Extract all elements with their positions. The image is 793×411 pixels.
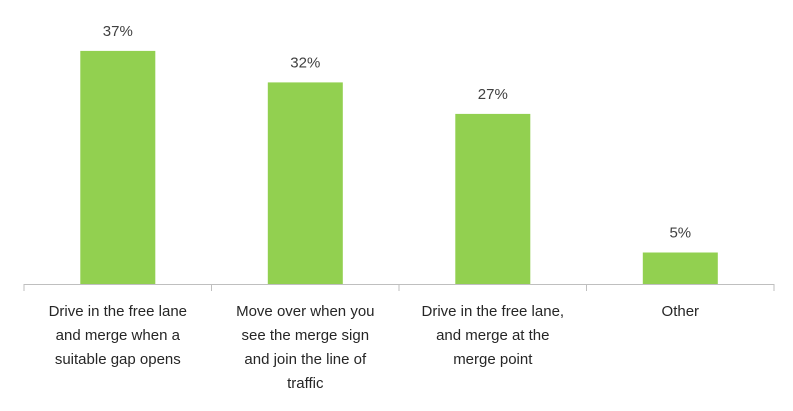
category-label-1: Drive in the free lane and merge when a su… — [49, 303, 187, 368]
category-label-line: and merge when a — [56, 327, 181, 344]
bar-2 — [267, 82, 343, 285]
category-label-line: traffic — [287, 375, 324, 392]
category-label-2: Move over when you see the merge sign and … — [236, 303, 374, 392]
category-label-line: Drive in the free lane, — [422, 303, 565, 320]
category-label-line: merge point — [453, 351, 533, 368]
data-label-3: 27% — [478, 86, 508, 103]
bar-4 — [642, 252, 718, 284]
category-label-line: Drive in the free lane — [49, 303, 187, 320]
bar-3 — [455, 113, 531, 285]
category-label-line: Other — [662, 303, 700, 320]
bar-1 — [80, 50, 156, 285]
category-label-3: Drive in the free lane, and merge at the m… — [422, 303, 565, 368]
category-label-line: suitable gap opens — [55, 351, 181, 368]
data-label-1: 37% — [103, 23, 133, 40]
category-label-line: and join the line of — [244, 351, 367, 368]
category-label-line: and merge at the — [436, 327, 549, 344]
category-label-line: Move over when you — [236, 303, 374, 320]
data-label-2: 32% — [290, 54, 320, 71]
category-label-line: see the merge sign — [242, 327, 370, 344]
data-label-4: 5% — [669, 225, 691, 242]
category-label-4: Other — [662, 303, 700, 320]
